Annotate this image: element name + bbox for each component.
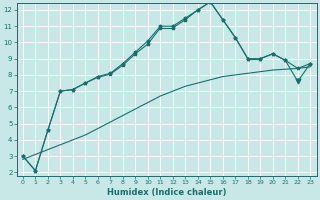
X-axis label: Humidex (Indice chaleur): Humidex (Indice chaleur): [107, 188, 226, 197]
